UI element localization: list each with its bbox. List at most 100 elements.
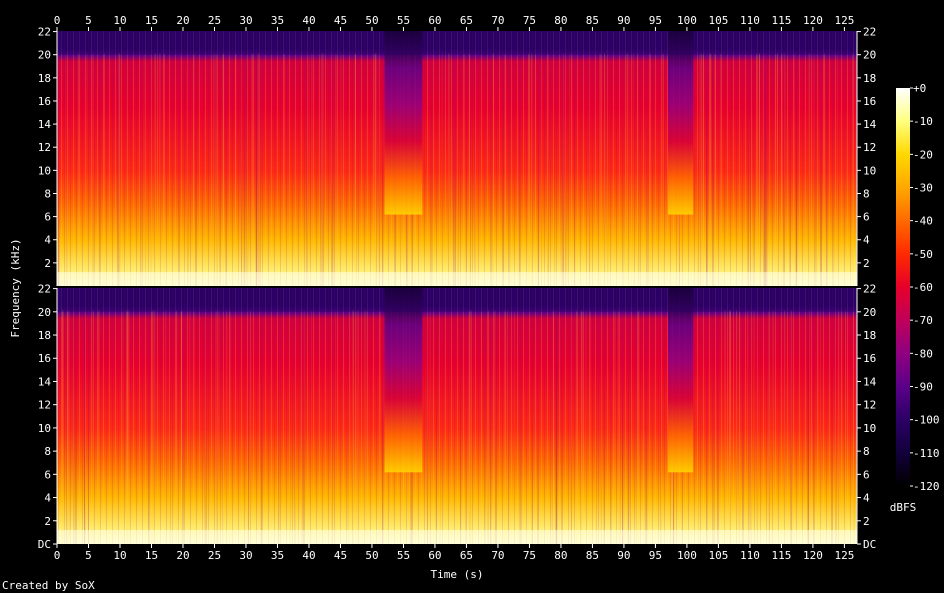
colorbar-tick-label: -30 [913,182,933,195]
y-tick-label: 12 [863,141,876,154]
x-tick-label: 90 [617,14,630,27]
colorbar-tick-label: -70 [913,314,933,327]
x-tick-label: 75 [523,14,536,27]
y-tick-label: 22 [38,283,51,296]
x-tick-label: 75 [523,549,536,562]
x-tick-label: 110 [740,14,760,27]
y-tick-label: DC [38,538,51,551]
x-tick-label: 100 [677,549,697,562]
x-tick-label: 15 [145,549,158,562]
y-tick-label: 4 [863,234,870,247]
y-tick-label: 2 [44,257,51,270]
low-frequency-band [57,530,857,544]
spectrogram-texture [57,288,857,544]
colorbar-gradient [896,88,910,486]
x-tick-label: 5 [85,14,92,27]
x-tick-label: 10 [113,549,126,562]
y-tick-label: 8 [44,445,51,458]
x-tick-label: 25 [208,14,221,27]
x-tick-label: 120 [803,14,823,27]
y-tick-label: 4 [44,492,51,505]
x-tick-label: 25 [208,549,221,562]
y-tick-label: 6 [863,211,870,224]
y-tick-label: 8 [44,187,51,200]
spectrogram-texture [57,31,857,286]
x-tick-label: 70 [491,549,504,562]
x-tick-label: 65 [460,549,473,562]
x-tick-label: 20 [176,549,189,562]
y-tick-label: 22 [863,26,876,39]
x-tick-label: 30 [239,14,252,27]
x-tick-label: 95 [649,14,662,27]
x-tick-label: 100 [677,14,697,27]
x-tick-label: 0 [54,549,61,562]
y-tick-label: 4 [44,234,51,247]
y-tick-label: 16 [38,95,51,108]
x-tick-label: 80 [554,14,567,27]
x-tick-label: 85 [586,549,599,562]
x-tick-label: 0 [54,14,61,27]
y-tick-label: DC [863,538,876,551]
x-tick-label: 40 [302,549,315,562]
y-tick-label: 14 [38,375,52,388]
x-tick-label: 20 [176,14,189,27]
y-tick-label: 20 [863,49,876,62]
colorbar-tick-label: -120 [913,480,940,493]
y-tick-label: 4 [863,492,870,505]
y-tick-label: 6 [44,468,51,481]
x-tick-label: 65 [460,14,473,27]
x-tick-label: 90 [617,549,630,562]
y-tick-label: 14 [863,118,877,131]
y-tick-label: 12 [38,141,51,154]
x-tick-label: 115 [771,549,791,562]
x-tick-label: 40 [302,14,315,27]
x-tick-label: 115 [771,14,791,27]
x-tick-label: 10 [113,14,126,27]
colorbar-tick-label: -60 [913,281,933,294]
x-tick-label: 30 [239,549,252,562]
y-tick-label: 18 [863,72,876,85]
y-tick-label: 2 [863,257,870,270]
footer-credit: Created by SoX [2,579,95,592]
x-tick-label: 15 [145,14,158,27]
x-tick-label: 80 [554,549,567,562]
colorbar-tick-label: -10 [913,115,933,128]
x-tick-label: 45 [334,14,347,27]
y-tick-label: 18 [38,329,51,342]
x-tick-label: 55 [397,549,410,562]
y-tick-label: 10 [38,422,51,435]
channel-panel-1 [57,31,857,286]
colorbar-tick-label: -20 [913,148,933,161]
cutoff-band [57,31,857,55]
y-tick-label: 16 [38,352,51,365]
x-tick-label: 60 [428,14,441,27]
y-tick-label: 18 [863,329,876,342]
y-tick-label: 18 [38,72,51,85]
x-tick-label: 35 [271,549,284,562]
quiet-section-2 [668,31,694,215]
x-tick-label: 125 [834,549,854,562]
x-tick-label: 105 [708,14,728,27]
y-tick-label: 14 [38,118,52,131]
x-tick-label: 85 [586,14,599,27]
low-frequency-band [57,272,857,286]
y-tick-label: 10 [863,164,876,177]
x-tick-label: 5 [85,549,92,562]
y-tick-label: 10 [863,422,876,435]
colorbar-tick-label: -100 [913,414,940,427]
y-tick-label: 2 [44,515,51,528]
y-tick-label: 6 [863,468,870,481]
y-tick-label: 22 [38,26,51,39]
y-tick-label: 8 [863,445,870,458]
x-tick-label: 55 [397,14,410,27]
y-tick-label: 20 [38,49,51,62]
y-tick-label: 10 [38,164,51,177]
colorbar-unit: dBFS [890,501,917,514]
x-tick-label: 50 [365,14,378,27]
x-axis-label: Time (s) [431,568,484,581]
colorbar-tick-label: -110 [913,447,940,460]
colorbar-tick-label: -50 [913,248,933,261]
y-tick-label: 22 [863,283,876,296]
y-tick-label: 12 [38,399,51,412]
